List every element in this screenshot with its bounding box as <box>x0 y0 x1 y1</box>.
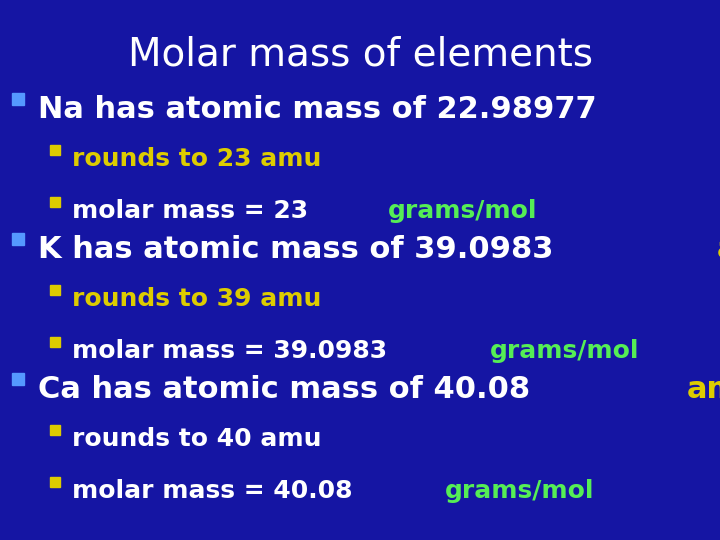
Text: rounds to 23 amu: rounds to 23 amu <box>72 147 321 171</box>
Text: Ca has atomic mass of 40.08: Ca has atomic mass of 40.08 <box>38 375 541 404</box>
Text: amu: amu <box>687 375 720 404</box>
Text: rounds to 40 amu: rounds to 40 amu <box>72 427 322 451</box>
Text: Na has atomic mass of 22.98977: Na has atomic mass of 22.98977 <box>38 95 607 124</box>
Text: molar mass = 39.0983: molar mass = 39.0983 <box>72 339 396 363</box>
Text: molar mass = 40.08: molar mass = 40.08 <box>72 479 361 503</box>
Text: grams/mol: grams/mol <box>445 479 595 503</box>
Text: grams/mol: grams/mol <box>388 199 537 223</box>
Text: Molar mass of elements: Molar mass of elements <box>127 35 593 73</box>
Text: molar mass = 23: molar mass = 23 <box>72 199 317 223</box>
Text: rounds to 39 amu: rounds to 39 amu <box>72 287 321 311</box>
Text: amu: amu <box>716 235 720 264</box>
Text: grams/mol: grams/mol <box>490 339 639 363</box>
Text: K has atomic mass of 39.0983: K has atomic mass of 39.0983 <box>38 235 564 264</box>
